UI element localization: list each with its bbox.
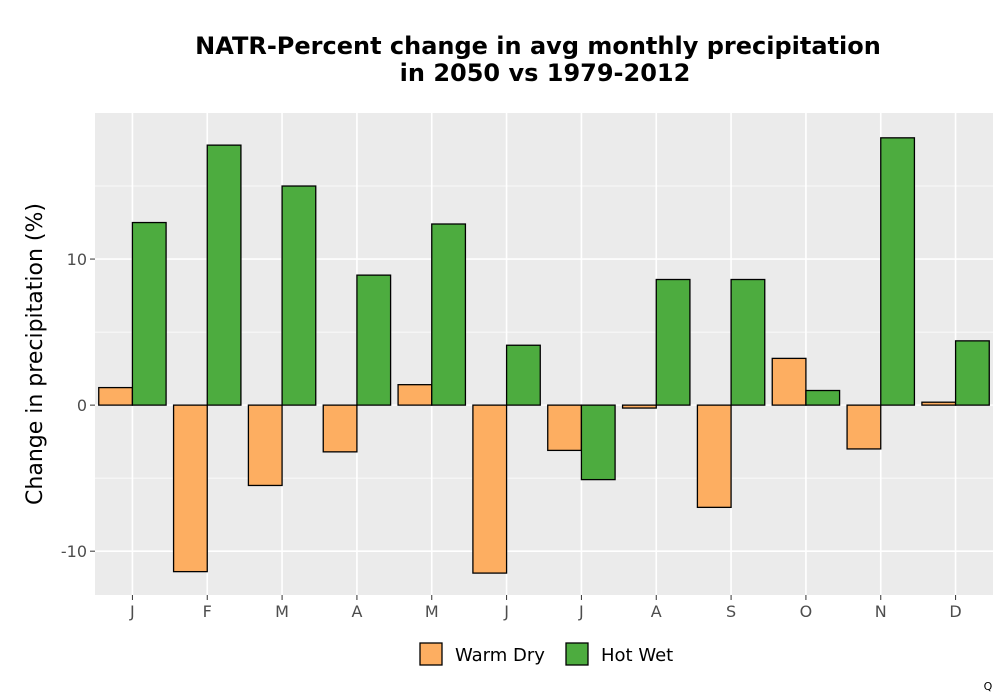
x-tick-label: N (875, 602, 887, 621)
legend-label: Hot Wet (601, 645, 673, 666)
bar-hot-wet-9 (805, 389, 841, 406)
bar-hot-wet-6 (580, 404, 616, 481)
bar-hot-wet-10 (880, 137, 916, 406)
bar-warm-dry-2 (247, 404, 283, 487)
bar-warm-dry-7 (621, 404, 657, 409)
legend-label: Warm Dry (455, 645, 545, 666)
x-tick-label: M (275, 602, 289, 621)
x-tick-label: A (351, 602, 362, 621)
bar-hot-wet-5 (505, 344, 541, 406)
y-axis-ticks: -10 0 10 (61, 250, 95, 561)
bar-hot-wet-1 (206, 144, 242, 406)
bar-warm-dry-9 (771, 357, 807, 406)
grid-minor (95, 185, 993, 479)
y-tick-label: 10 (67, 250, 87, 269)
bar-hot-wet-8 (730, 278, 766, 406)
y-tick-label: -10 (61, 542, 87, 561)
x-tick-label: S (726, 602, 736, 621)
bar-warm-dry-6 (547, 404, 583, 452)
bar-warm-dry-0 (98, 386, 134, 406)
legend-key-warm-dry (419, 642, 443, 666)
bars (98, 137, 990, 574)
x-tick-label: O (800, 602, 813, 621)
x-tick-label: J (503, 602, 509, 621)
y-axis-label: Change in precipitation (%) (23, 203, 48, 505)
x-tick-label: J (578, 602, 584, 621)
chart-title-line-1: NATR-Percent change in avg monthly preci… (195, 32, 881, 60)
bar-hot-wet-4 (431, 223, 467, 406)
bar-warm-dry-5 (472, 404, 508, 574)
x-tick-label: F (203, 602, 212, 621)
x-tick-label: A (651, 602, 662, 621)
bar-warm-dry-11 (921, 401, 957, 406)
bar-warm-dry-8 (696, 404, 732, 509)
x-tick-label: M (425, 602, 439, 621)
plot-panel (95, 113, 993, 595)
bar-hot-wet-0 (131, 221, 167, 406)
bar-warm-dry-3 (322, 404, 358, 453)
bar-warm-dry-1 (172, 404, 208, 573)
bar-warm-dry-10 (846, 404, 882, 450)
x-tick-label: D (949, 602, 961, 621)
legend: Warm Dry Hot Wet (419, 642, 673, 666)
x-tick-label: J (129, 602, 135, 621)
corner-mark: Q (984, 680, 993, 693)
y-tick-label: 0 (77, 396, 87, 415)
bar-hot-wet-2 (281, 185, 317, 406)
bar-warm-dry-4 (397, 384, 433, 406)
bar-hot-wet-7 (655, 278, 691, 406)
bar-hot-wet-11 (954, 340, 990, 406)
bar-hot-wet-3 (356, 274, 392, 406)
legend-key-hot-wet (565, 642, 589, 666)
chart-title-line-2: in 2050 vs 1979-2012 (400, 59, 691, 87)
